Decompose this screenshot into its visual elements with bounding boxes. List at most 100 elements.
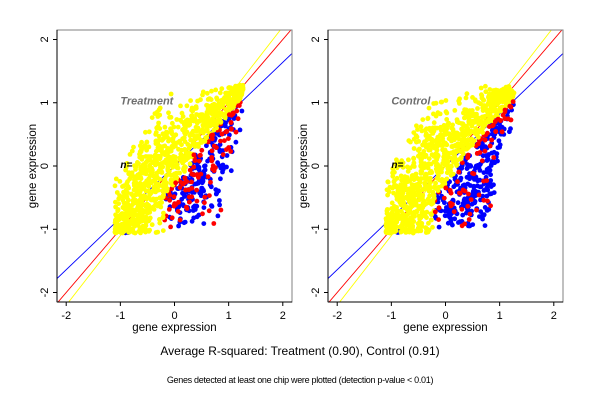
- data-point: [411, 219, 417, 224]
- data-point: [427, 127, 433, 133]
- x-axis-label: gene expression: [132, 322, 216, 334]
- data-point: [143, 160, 149, 166]
- data-point: [408, 191, 414, 197]
- data-point: [161, 160, 167, 165]
- data-point: [235, 116, 241, 122]
- data-point: [188, 98, 194, 103]
- data-point: [404, 222, 409, 228]
- data-point: [195, 173, 201, 178]
- data-point: [444, 156, 450, 162]
- data-point: [136, 191, 142, 197]
- data-point: [480, 130, 486, 136]
- data-point: [448, 134, 453, 140]
- data-point: [480, 216, 485, 222]
- data-point: [477, 184, 483, 190]
- data-point: [207, 118, 213, 123]
- data-point: [428, 217, 434, 223]
- data-point: [161, 182, 167, 188]
- data-point: [400, 183, 406, 189]
- y-tick-label: -2: [310, 288, 322, 298]
- data-point: [452, 216, 458, 222]
- data-point: [508, 93, 514, 98]
- data-point: [191, 137, 197, 143]
- data-point: [403, 230, 409, 235]
- data-point: [484, 108, 490, 114]
- data-point: [183, 187, 189, 193]
- data-point: [415, 127, 420, 132]
- data-point: [505, 96, 510, 102]
- data-point: [416, 139, 422, 144]
- data-point: [114, 217, 120, 222]
- data-point: [391, 190, 396, 196]
- data-point: [167, 137, 173, 142]
- data-point: [390, 185, 395, 191]
- data-point: [455, 200, 461, 206]
- data-point: [157, 217, 162, 222]
- data-point: [469, 192, 475, 197]
- data-point: [421, 186, 427, 192]
- data-point: [218, 207, 224, 213]
- data-point: [213, 87, 219, 93]
- data-point: [226, 145, 232, 151]
- data-point: [476, 192, 482, 198]
- data-point: [466, 223, 471, 229]
- x-tick-label: 1: [497, 310, 503, 322]
- data-point: [399, 187, 405, 193]
- data-point: [187, 199, 192, 205]
- data-point: [160, 228, 166, 234]
- x-tick-label: 2: [551, 310, 557, 322]
- x-tick-label: 0: [171, 310, 177, 322]
- data-point: [228, 126, 234, 132]
- data-point: [194, 112, 199, 117]
- data-point: [390, 166, 396, 172]
- data-point: [228, 168, 234, 174]
- y-tick-label: 2: [310, 36, 322, 42]
- data-point: [165, 156, 171, 161]
- data-point: [204, 143, 209, 149]
- data-point: [208, 179, 213, 185]
- data-point: [204, 102, 209, 108]
- data-point: [219, 131, 225, 137]
- data-point: [443, 98, 449, 103]
- data-point: [483, 89, 489, 95]
- data-point: [148, 197, 154, 203]
- data-point: [178, 103, 183, 109]
- data-point: [139, 147, 144, 153]
- data-point: [180, 181, 186, 187]
- data-point: [426, 176, 432, 182]
- data-point: [147, 158, 153, 163]
- data-point: [486, 98, 492, 103]
- data-point: [177, 217, 183, 223]
- x-tick-label: 1: [226, 310, 232, 322]
- data-point: [473, 119, 478, 125]
- data-point: [486, 112, 492, 118]
- data-point: [449, 144, 455, 149]
- data-point: [153, 132, 159, 137]
- data-point: [447, 215, 453, 220]
- data-point: [436, 205, 442, 211]
- data-point: [200, 211, 205, 217]
- data-point: [154, 187, 160, 193]
- data-point: [179, 147, 184, 153]
- data-point: [481, 103, 487, 108]
- data-point: [460, 144, 466, 150]
- data-point: [430, 198, 436, 204]
- data-point: [227, 132, 232, 138]
- data-point: [152, 158, 158, 163]
- data-point: [508, 117, 514, 123]
- plot-area: [328, 30, 563, 302]
- panel-title: Treatment: [120, 96, 174, 108]
- data-point: [399, 158, 405, 164]
- data-point: [142, 208, 148, 214]
- data-point: [399, 177, 404, 183]
- data-point: [122, 214, 127, 219]
- caption-detection-note: Genes detected at least one chip were pl…: [166, 375, 434, 385]
- data-point: [220, 169, 225, 175]
- data-point: [429, 152, 435, 158]
- data-point: [433, 100, 439, 106]
- data-point: [177, 185, 183, 191]
- data-point: [481, 125, 486, 130]
- data-point: [194, 203, 200, 209]
- data-point: [460, 136, 466, 142]
- data-point: [484, 193, 490, 199]
